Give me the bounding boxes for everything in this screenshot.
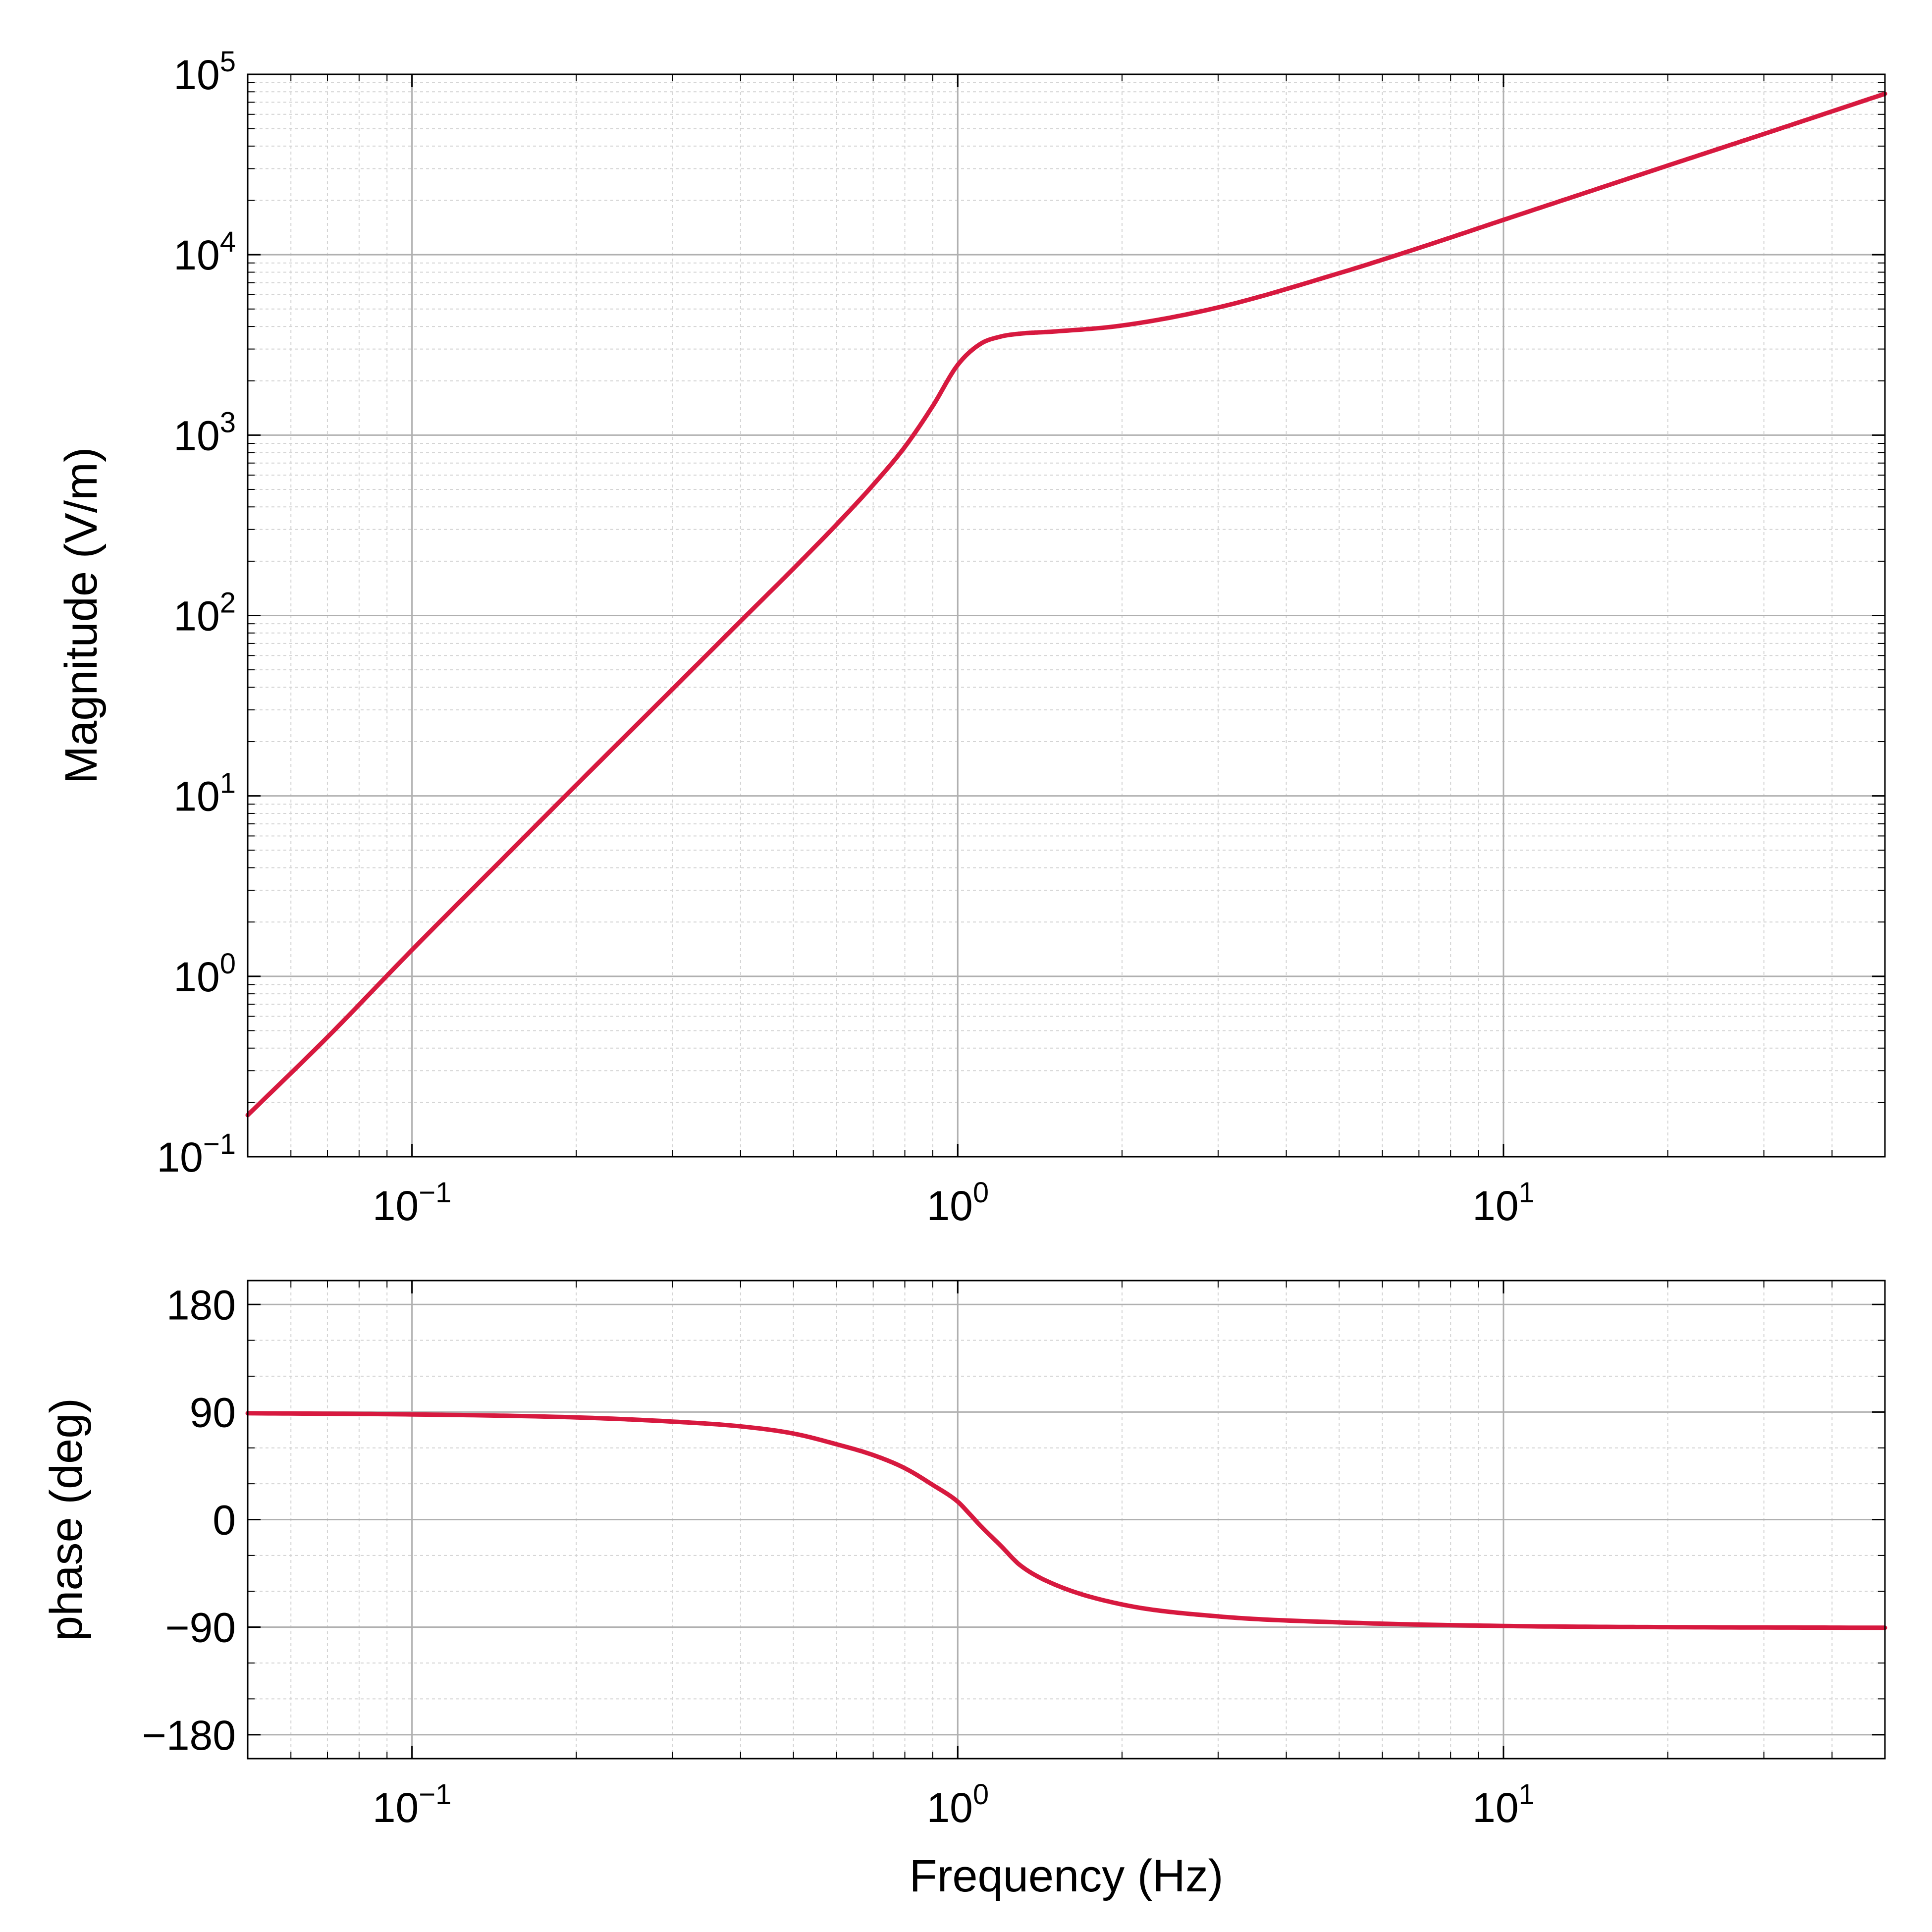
y-tick-label: −90 — [165, 1605, 236, 1651]
y-tick-label: 100 — [173, 948, 236, 1000]
y-axis-title: phase (deg) — [41, 1398, 92, 1641]
x-tick-label: 101 — [1472, 1177, 1535, 1229]
y-tick-label: 102 — [173, 587, 236, 640]
phase-panel: 10−1 100 101 180 90 0 −90 −180 phase (deg) Freque… — [41, 1280, 1887, 1901]
phase-curve — [245, 1411, 1887, 1630]
x-tick-label: 100 — [926, 1778, 989, 1831]
x-axis-title: Frequency (Hz) — [910, 1851, 1224, 1901]
y-tick-label: 0 — [213, 1497, 236, 1544]
x-tick-label: 10−1 — [373, 1177, 452, 1229]
plot-frame — [247, 1280, 1886, 1760]
y-tick-label: 10−1 — [157, 1128, 236, 1181]
y-tick-label: 105 — [173, 46, 236, 98]
x-tick-label: 10−1 — [373, 1778, 452, 1831]
y-tick-label: −180 — [142, 1712, 236, 1759]
y-tick-label: 103 — [173, 406, 236, 459]
y-axis-title: Magnitude (V/m) — [56, 447, 107, 784]
y-tick-label: 90 — [190, 1389, 236, 1436]
plot-frame — [247, 73, 1886, 1158]
x-tick-label: 101 — [1472, 1778, 1535, 1831]
y-tick-label: 104 — [173, 226, 236, 278]
y-tick-label: 180 — [166, 1282, 236, 1328]
x-tick-label: 100 — [926, 1177, 989, 1229]
y-tick-label: 101 — [173, 767, 236, 820]
magnitude-panel: 10−1 100 101 10−1 100 101 102 103 104 105 Magnitud… — [56, 46, 1887, 1229]
magnitude-curve — [245, 91, 1887, 1118]
